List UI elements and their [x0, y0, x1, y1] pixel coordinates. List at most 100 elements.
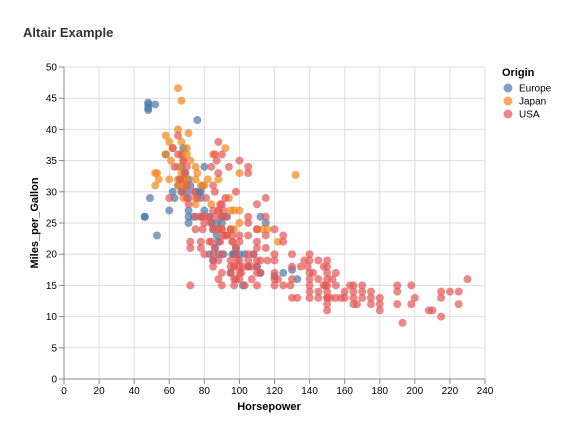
legend-label-japan: Japan: [519, 97, 546, 108]
data-point-usa: [224, 162, 233, 171]
data-point-europe: [144, 100, 153, 109]
data-point-usa: [305, 281, 314, 290]
data-point-usa: [244, 256, 253, 265]
data-point-usa: [217, 268, 226, 277]
data-point-usa: [237, 268, 246, 277]
data-point-usa: [240, 281, 249, 290]
data-point-usa: [244, 231, 253, 240]
data-point-japan: [161, 131, 170, 140]
data-point-usa: [198, 225, 207, 234]
data-point-japan: [193, 169, 202, 178]
data-point-usa: [252, 281, 261, 290]
legend-swatch-japan: [503, 96, 513, 106]
data-point-usa: [193, 194, 202, 203]
data-point-japan: [182, 175, 191, 184]
data-point-usa: [437, 293, 446, 302]
data-point-usa: [288, 250, 297, 259]
y-tick-label: 0: [51, 375, 57, 386]
data-point-japan: [235, 219, 244, 227]
x-tick-label: 160: [336, 386, 353, 397]
data-point-europe: [261, 219, 270, 227]
data-point-usa: [216, 237, 225, 246]
y-tick-label: 10: [46, 312, 58, 323]
data-point-usa: [261, 194, 270, 203]
data-point-usa: [305, 250, 314, 259]
data-point-usa: [174, 150, 183, 159]
data-point-usa: [398, 318, 407, 327]
x-tick-label: 240: [477, 386, 494, 397]
data-point-usa: [186, 281, 195, 290]
data-point-japan: [191, 200, 200, 209]
data-point-usa: [463, 275, 472, 284]
x-tick-label: 200: [406, 386, 423, 397]
data-point-usa: [328, 275, 337, 284]
data-point-usa: [279, 281, 288, 290]
data-point-usa: [235, 231, 244, 240]
data-point-usa: [228, 237, 237, 246]
data-point-usa: [214, 256, 223, 265]
data-point-japan: [203, 175, 212, 184]
data-point-usa: [256, 256, 265, 265]
data-point-usa: [288, 262, 297, 271]
data-point-usa: [228, 231, 237, 240]
x-tick-label: 100: [231, 386, 248, 397]
data-point-japan: [182, 144, 191, 153]
data-point-usa: [263, 256, 272, 265]
data-point-japan: [152, 169, 161, 178]
chart-title: Altair Example: [23, 25, 113, 40]
data-point-usa: [349, 293, 358, 302]
data-point-usa: [410, 293, 419, 302]
data-point-usa: [177, 187, 186, 196]
data-point-usa: [393, 281, 402, 290]
data-point-usa: [244, 162, 253, 171]
data-point-usa: [231, 250, 240, 259]
data-point-usa: [210, 187, 219, 196]
data-point-usa: [261, 243, 270, 252]
data-point-usa: [261, 212, 270, 221]
data-point-usa: [235, 156, 244, 165]
data-point-usa: [454, 287, 463, 296]
data-point-usa: [226, 225, 235, 234]
data-point-usa: [221, 194, 230, 203]
data-point-usa: [179, 156, 188, 165]
data-point-japan: [207, 200, 216, 209]
data-point-usa: [226, 256, 235, 265]
data-point-usa: [358, 287, 367, 296]
data-point-usa: [247, 275, 256, 284]
data-point-usa: [182, 181, 191, 190]
data-point-usa: [270, 268, 279, 277]
data-point-europe: [196, 187, 205, 196]
data-point-usa: [293, 293, 302, 302]
data-point-usa: [331, 281, 340, 290]
data-point-japan: [235, 169, 244, 178]
data-point-usa: [226, 268, 235, 277]
data-point-japan: [200, 181, 209, 190]
data-point-usa: [305, 275, 314, 284]
data-point-usa: [182, 194, 191, 203]
data-point-usa: [217, 150, 226, 159]
data-point-europe: [165, 206, 174, 215]
x-tick-label: 20: [94, 386, 106, 397]
data-point-usa: [375, 293, 384, 302]
data-point-usa: [305, 293, 314, 302]
data-point-japan: [214, 175, 223, 184]
data-point-usa: [323, 300, 332, 309]
data-point-usa: [314, 275, 323, 284]
data-point-japan: [154, 175, 163, 184]
data-point-usa: [170, 162, 179, 171]
data-point-europe: [279, 268, 288, 277]
data-point-usa: [366, 300, 375, 309]
data-point-usa: [217, 281, 226, 290]
data-point-usa: [235, 275, 244, 284]
data-point-usa: [217, 200, 226, 209]
data-point-usa: [454, 300, 463, 309]
data-point-usa: [323, 281, 332, 290]
data-point-usa: [252, 243, 261, 252]
y-tick-label: 35: [46, 156, 58, 167]
data-point-japan: [263, 225, 272, 234]
data-point-usa: [286, 281, 295, 290]
y-tick-label: 5: [51, 343, 57, 354]
data-point-europe: [200, 162, 209, 171]
data-point-usa: [230, 281, 239, 290]
